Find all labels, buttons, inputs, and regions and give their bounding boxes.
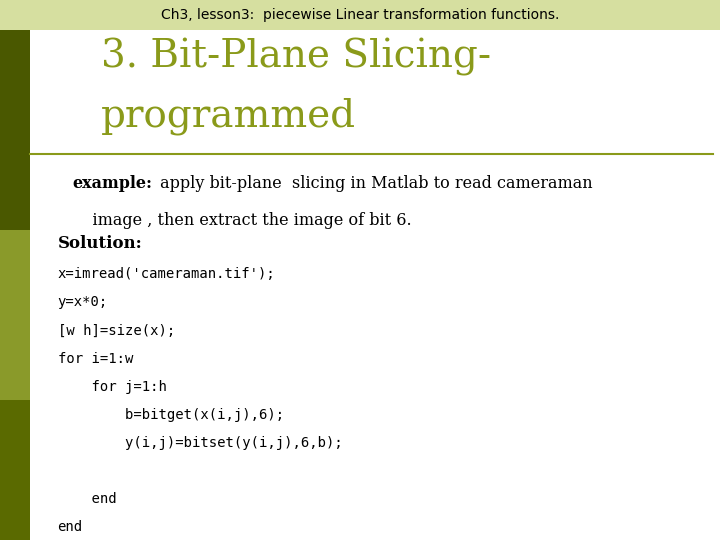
Text: b=bitget(x(i,j),6);: b=bitget(x(i,j),6); — [58, 408, 284, 422]
Text: for i=1:w: for i=1:w — [58, 352, 133, 366]
Bar — [0, 230, 30, 400]
Text: [w h]=size(x);: [w h]=size(x); — [58, 323, 175, 338]
Text: image , then extract the image of bit 6.: image , then extract the image of bit 6. — [72, 212, 412, 229]
Bar — [0, 0, 720, 30]
Text: Solution:: Solution: — [58, 235, 143, 252]
Text: end: end — [58, 520, 83, 534]
Text: for j=1:h: for j=1:h — [58, 380, 166, 394]
Text: Ch3, lesson3:  piecewise Linear transformation functions.: Ch3, lesson3: piecewise Linear transform… — [161, 8, 559, 22]
Text: programmed: programmed — [101, 97, 356, 135]
Text: end: end — [58, 492, 116, 506]
Text: apply bit-plane  slicing in Matlab to read cameraman: apply bit-plane slicing in Matlab to rea… — [155, 176, 593, 192]
Bar — [0, 30, 30, 230]
Text: 3. Bit-Plane Slicing-: 3. Bit-Plane Slicing- — [101, 38, 491, 76]
Text: y(i,j)=bitset(y(i,j),6,b);: y(i,j)=bitset(y(i,j),6,b); — [58, 436, 342, 450]
Text: y=x*0;: y=x*0; — [58, 295, 108, 309]
Text: example:: example: — [72, 176, 152, 192]
Bar — [0, 400, 30, 540]
Text: x=imread('cameraman.tif');: x=imread('cameraman.tif'); — [58, 267, 275, 281]
